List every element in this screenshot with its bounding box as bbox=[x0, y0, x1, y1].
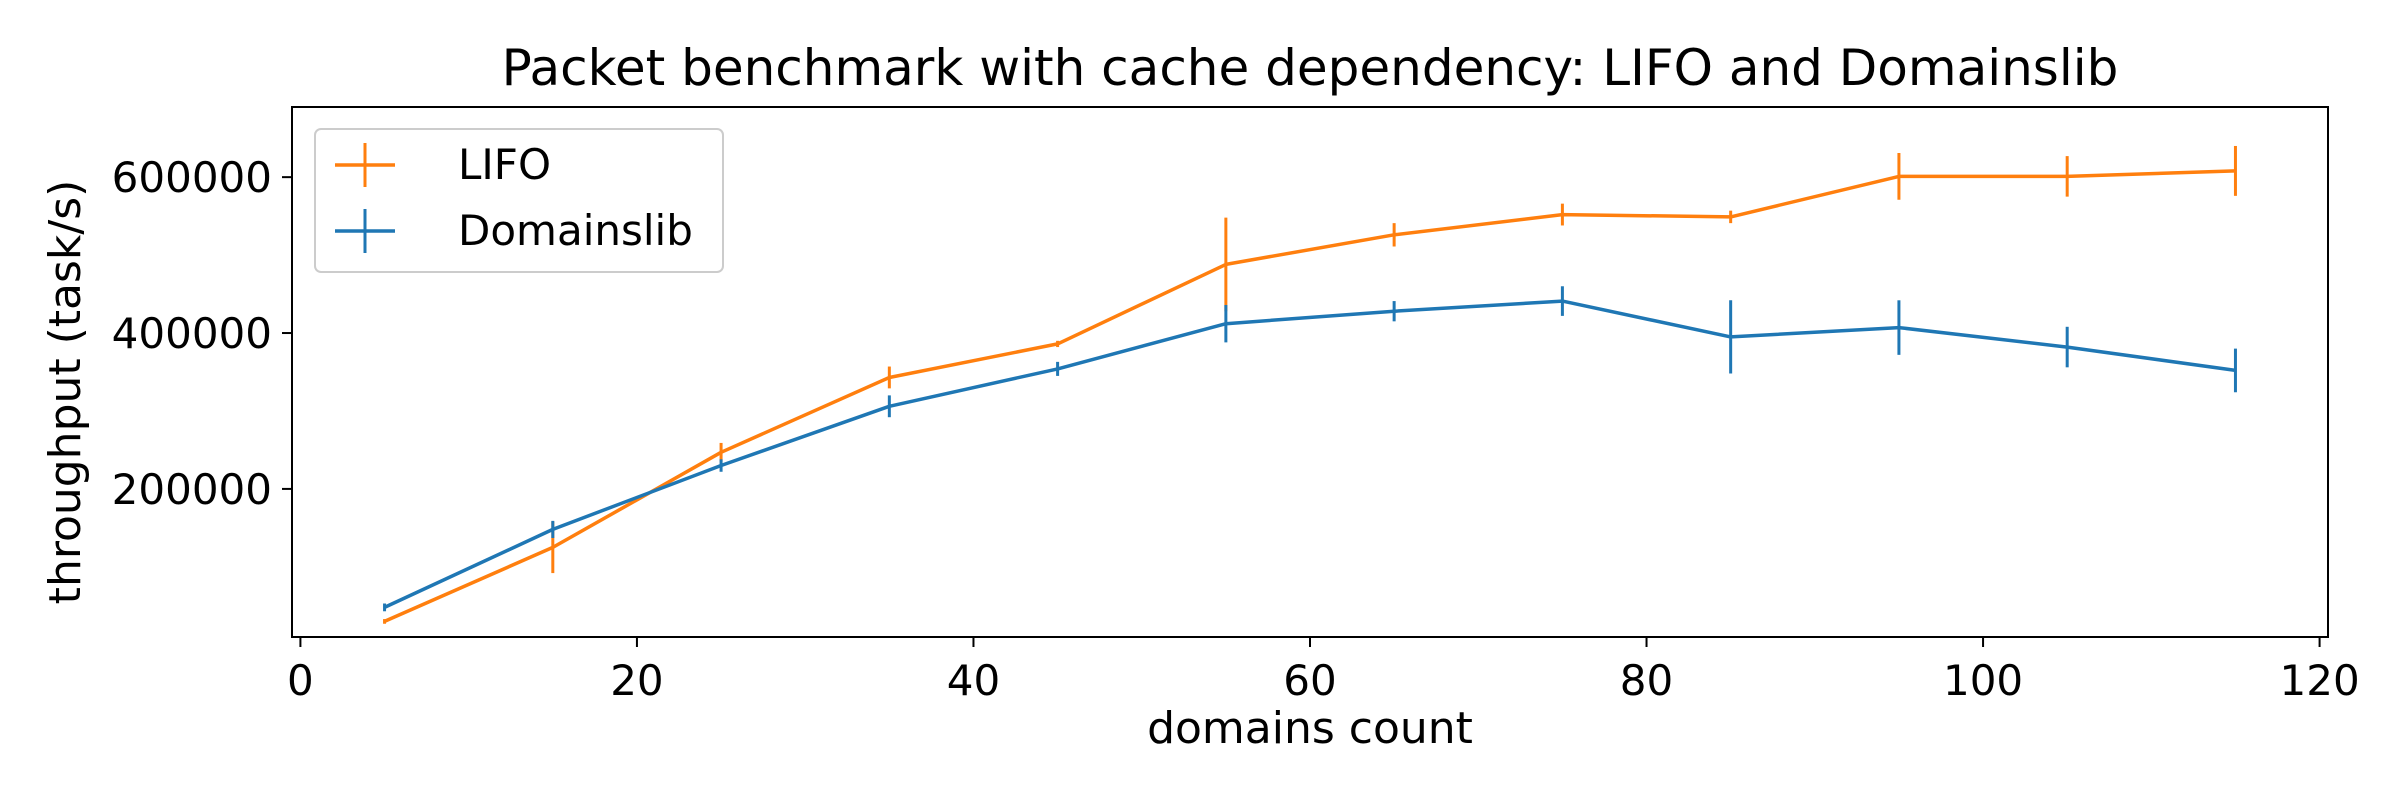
series-line-domainslib bbox=[383, 299, 2236, 609]
x-tick-label: 120 bbox=[2280, 656, 2360, 705]
x-tick-label: 100 bbox=[1943, 656, 2023, 705]
x-tick-label: 20 bbox=[610, 656, 663, 705]
x-tick-label: 60 bbox=[1283, 656, 1336, 705]
legend-label-lifo: LIFO bbox=[458, 140, 551, 189]
y-axis-label: throughput (task/s) bbox=[40, 180, 91, 605]
x-axis-label: domains count bbox=[1147, 703, 1473, 754]
x-tick-label: 80 bbox=[1620, 656, 1673, 705]
x-tick-label: 0 bbox=[287, 656, 314, 705]
y-tick-label: 600000 bbox=[112, 153, 272, 202]
y-tick-label: 200000 bbox=[112, 465, 272, 514]
y-tick-label: 400000 bbox=[112, 309, 272, 358]
series-line-lifo bbox=[383, 169, 2236, 624]
legend-label-domainslib: Domainslib bbox=[458, 206, 693, 255]
legend-box bbox=[314, 128, 724, 273]
chart-title: Packet benchmark with cache dependency: … bbox=[502, 39, 2119, 97]
x-tick-label: 40 bbox=[947, 656, 1000, 705]
